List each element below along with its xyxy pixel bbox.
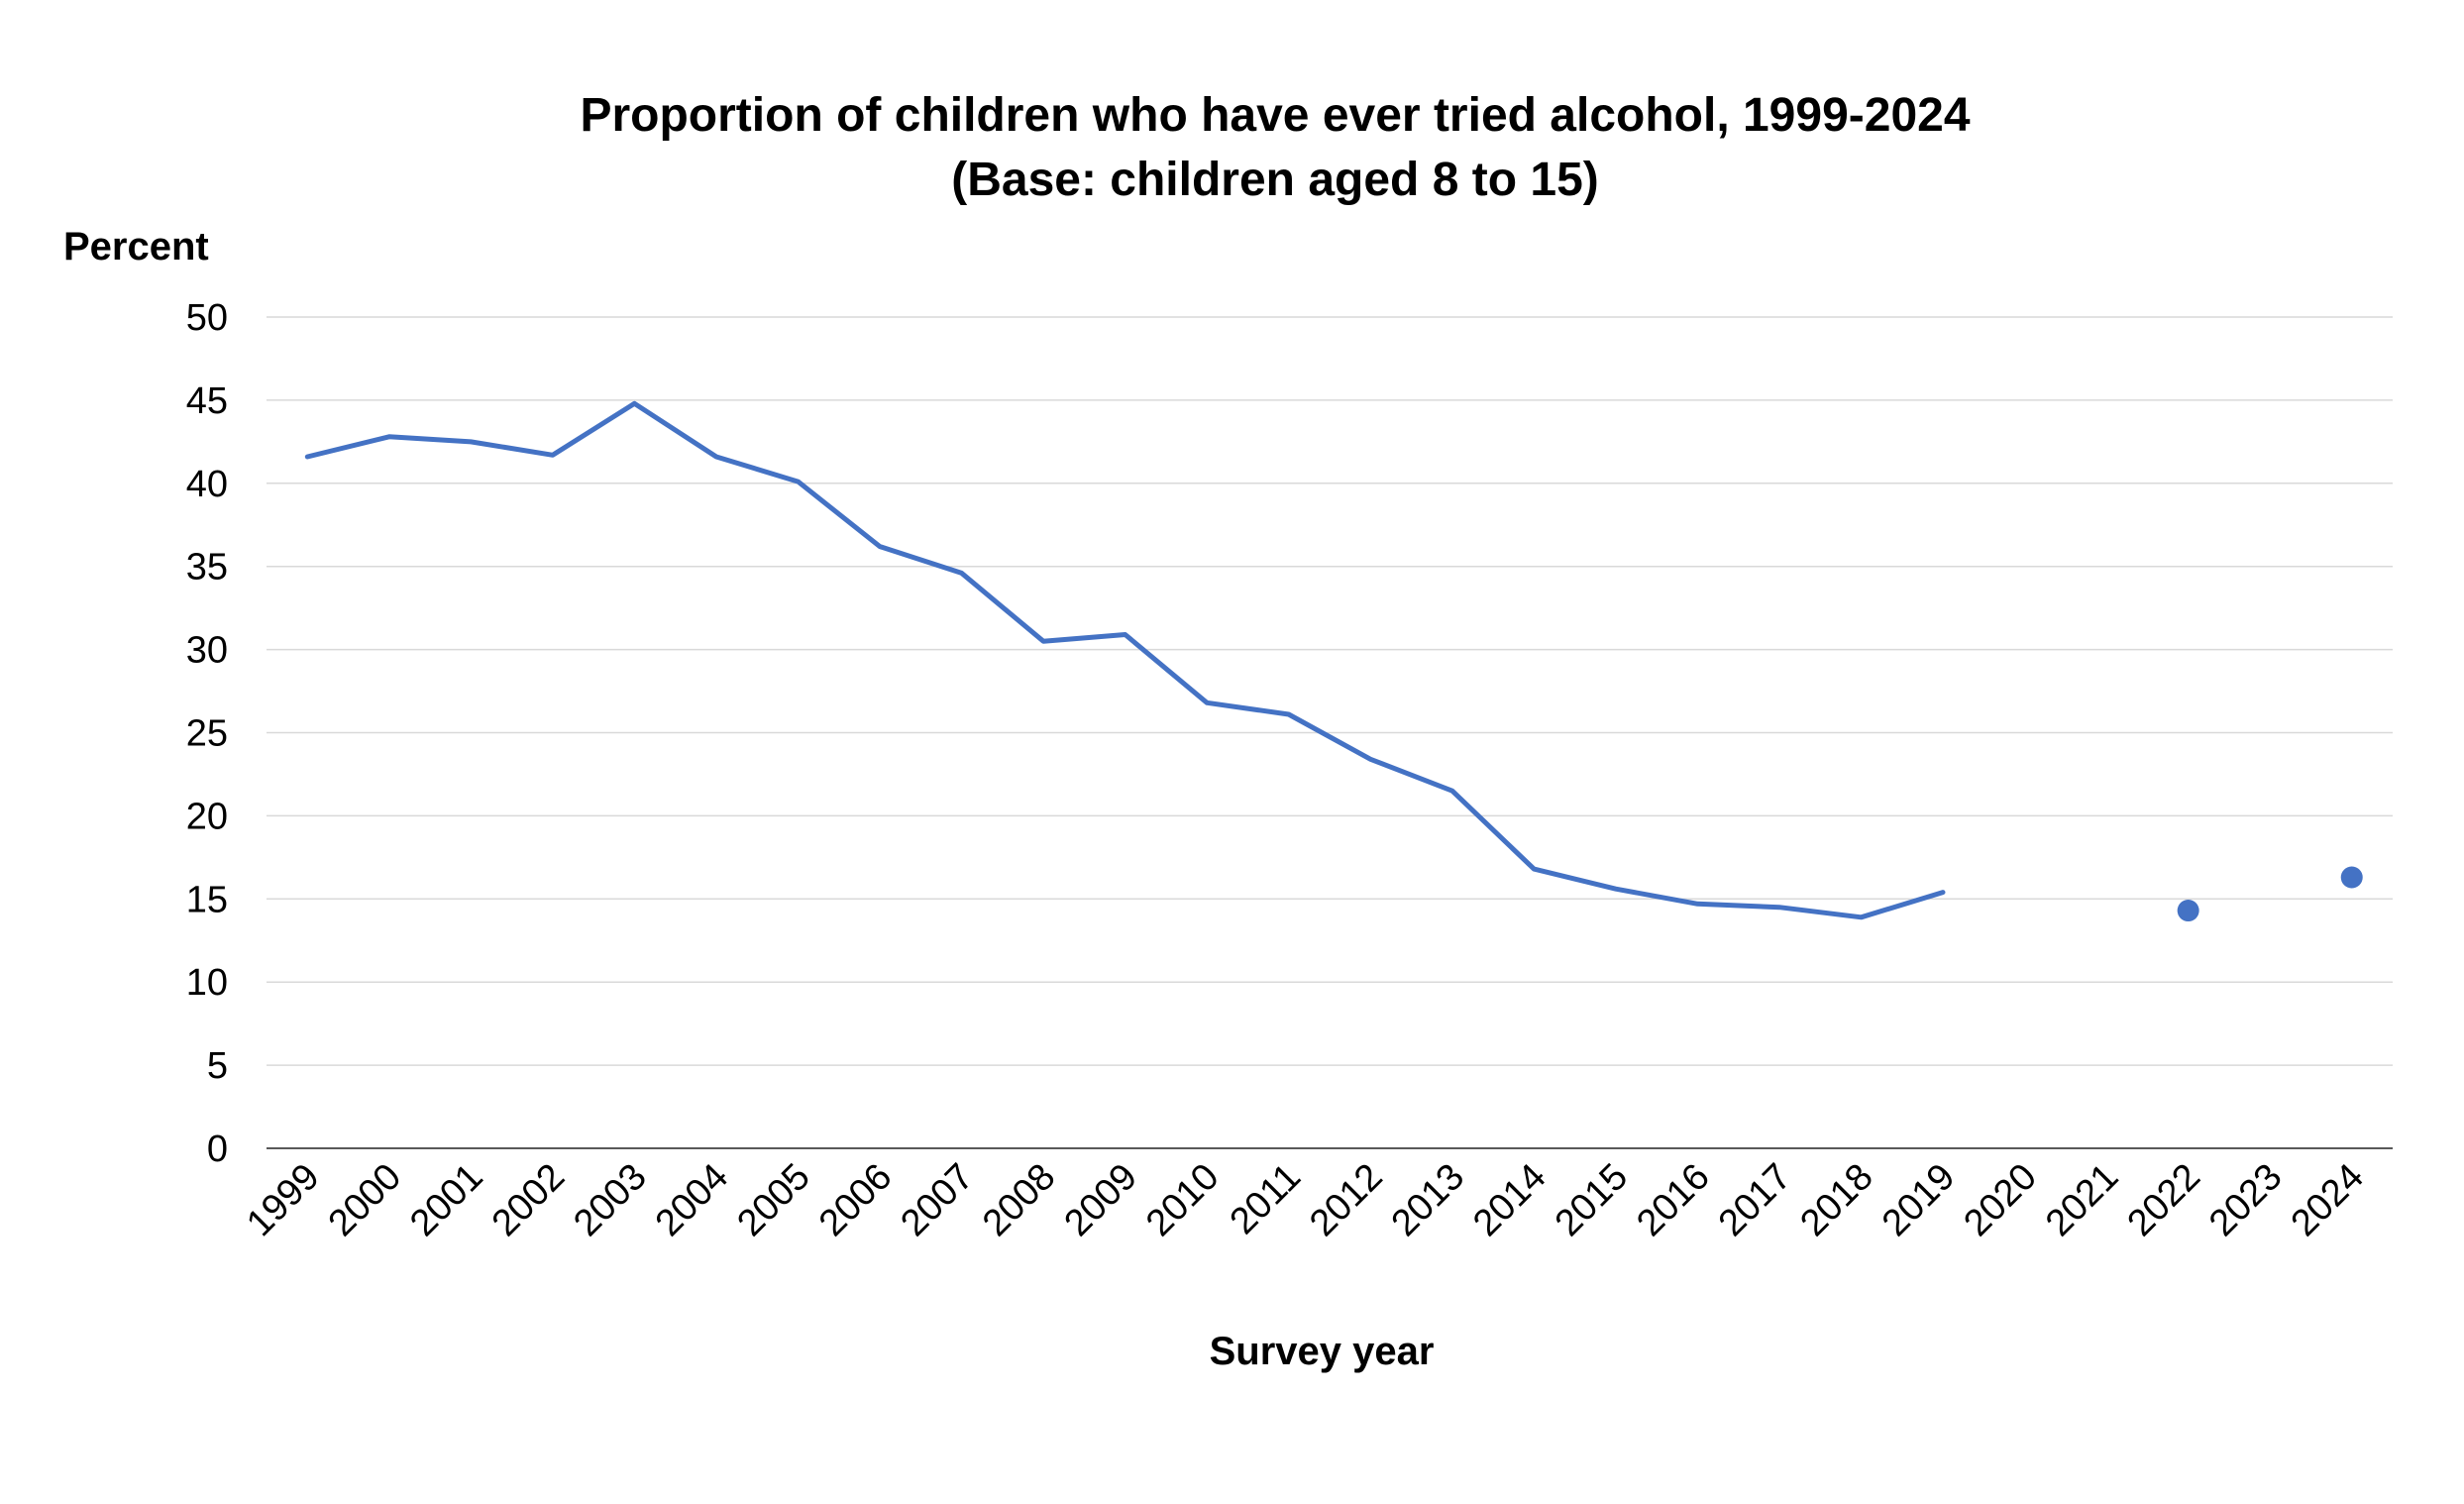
x-tick-label: 2010 bbox=[1138, 1156, 1227, 1244]
y-tick-label: 20 bbox=[186, 796, 228, 837]
x-tick-label: 2003 bbox=[566, 1156, 654, 1244]
y-tick-label: 0 bbox=[207, 1128, 228, 1170]
y-tick-label: 30 bbox=[186, 630, 228, 672]
x-tick-label: 2000 bbox=[321, 1156, 409, 1244]
x-tick-label: 2013 bbox=[1384, 1156, 1472, 1244]
x-tick-label: 2009 bbox=[1057, 1156, 1145, 1244]
x-tick-label: 2016 bbox=[1629, 1156, 1717, 1244]
x-tick-label: 2019 bbox=[1875, 1156, 1963, 1244]
y-tick-label: 35 bbox=[186, 547, 228, 589]
x-tick-labels: 1999200020012002200320042005200620072008… bbox=[239, 1156, 2372, 1244]
x-tick-label: 2004 bbox=[648, 1156, 736, 1244]
x-tick-label: 2021 bbox=[2038, 1156, 2126, 1244]
y-tick-label: 25 bbox=[186, 713, 228, 755]
x-tick-label: 1999 bbox=[239, 1156, 327, 1244]
y-axis-title: Percent bbox=[63, 225, 209, 269]
x-tick-label: 2022 bbox=[2120, 1156, 2208, 1244]
x-tick-label: 2011 bbox=[1223, 1156, 1309, 1242]
x-tick-label: 2014 bbox=[1465, 1156, 1553, 1244]
x-tick-label: 2008 bbox=[975, 1156, 1063, 1244]
x-tick-label: 2017 bbox=[1711, 1156, 1799, 1244]
data-point bbox=[2340, 866, 2363, 889]
x-tick-label: 2020 bbox=[1956, 1156, 2044, 1244]
x-tick-label: 2007 bbox=[893, 1156, 981, 1244]
series-layer bbox=[304, 400, 2363, 922]
x-tick-label: 2001 bbox=[402, 1156, 490, 1244]
data-point bbox=[2177, 900, 2199, 922]
x-tick-label: 2005 bbox=[729, 1156, 817, 1244]
x-tick-label: 2015 bbox=[1548, 1156, 1636, 1244]
y-tick-label: 40 bbox=[186, 464, 228, 505]
x-tick-label: 2018 bbox=[1792, 1156, 1880, 1244]
x-axis-title: Survey year bbox=[1210, 1330, 1435, 1373]
y-tick-label: 45 bbox=[186, 380, 228, 422]
x-tick-label: 2012 bbox=[1302, 1156, 1390, 1244]
gridlines bbox=[267, 316, 2393, 1066]
y-tick-label: 5 bbox=[207, 1045, 228, 1087]
x-tick-label: 2002 bbox=[484, 1156, 573, 1244]
y-tick-label: 10 bbox=[186, 962, 228, 1004]
chart-title: Proportion of children who have ever tri… bbox=[580, 89, 1970, 142]
y-tick-labels: 0 5 10 15 20 25 30 35 40 45 50 bbox=[186, 297, 228, 1170]
series-line bbox=[304, 400, 1946, 920]
y-tick-label: 15 bbox=[186, 879, 228, 920]
x-tick-label: 2024 bbox=[2284, 1156, 2372, 1244]
x-tick-label: 2023 bbox=[2201, 1156, 2290, 1244]
x-tick-label: 2006 bbox=[811, 1156, 900, 1244]
y-tick-label: 50 bbox=[186, 297, 228, 339]
chart-subtitle: (Base: children aged 8 to 15) bbox=[951, 154, 1599, 206]
